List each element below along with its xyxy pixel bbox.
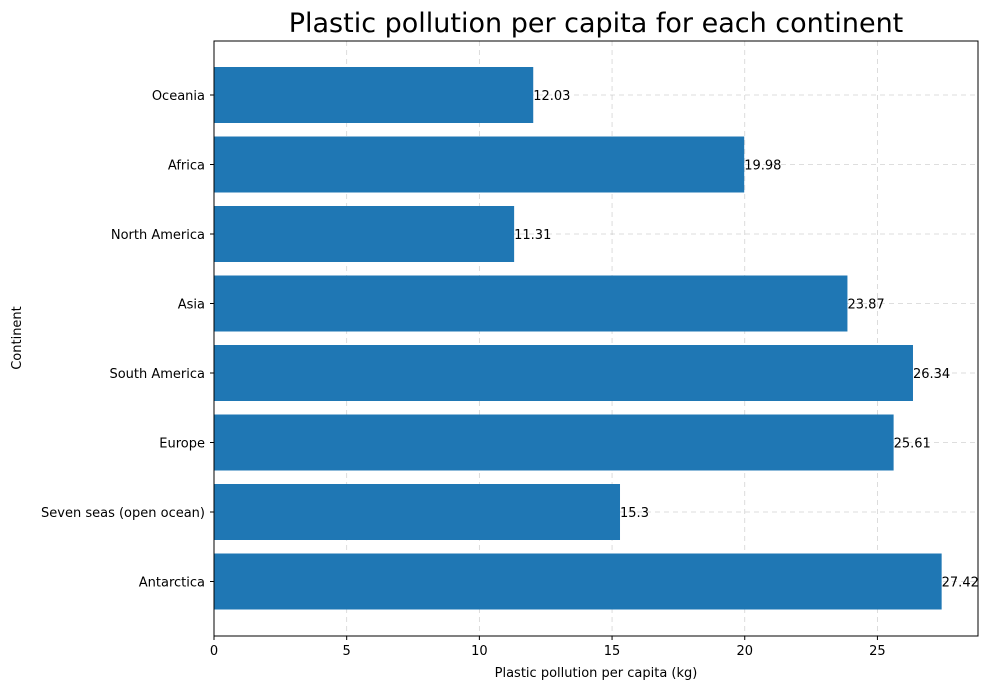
y-axis-label: Continent: [10, 306, 25, 370]
data-labels: 27.42 15.3 25.61 26.34 23.87 11.31 19.98 12.03: [514, 89, 979, 591]
data-label: 19.98: [744, 159, 781, 174]
data-label: 25.61: [894, 437, 931, 452]
bar-north-america: [214, 206, 515, 262]
x-tick-label: 0: [210, 644, 218, 659]
bar-africa: [214, 136, 745, 193]
y-axis-ticks: Antarctica Seven seas (open ocean) Europe S…: [41, 89, 214, 591]
y-tick-label: Oceania: [152, 89, 205, 104]
x-tick-label: 10: [471, 644, 488, 659]
y-tick-label: Asia: [178, 298, 205, 313]
y-tick-label: Antarctica: [139, 576, 205, 591]
bar-seven-seas-open-ocean: [214, 484, 621, 540]
bar-oceania: [214, 67, 534, 123]
data-label: 15.3: [620, 506, 649, 521]
bars: [214, 67, 942, 610]
y-tick-label: Seven seas (open ocean): [41, 506, 205, 521]
data-label: 27.42: [942, 576, 979, 591]
data-label: 11.31: [514, 228, 551, 243]
x-tick-label: 15: [604, 644, 621, 659]
x-tick-label: 20: [736, 644, 753, 659]
bar-antarctica: [214, 553, 942, 610]
chart-title: Plastic pollution per capita for each co…: [289, 8, 904, 39]
x-axis-ticks: 0 5 10 15 20 25: [210, 636, 886, 659]
x-tick-label: 25: [869, 644, 886, 659]
x-tick-label: 5: [343, 644, 351, 659]
data-label: 12.03: [533, 89, 570, 104]
data-label: 23.87: [847, 298, 884, 313]
bar-south-america: [214, 345, 913, 401]
x-axis-label: Plastic pollution per capita (kg): [495, 666, 698, 681]
bar-asia: [214, 275, 848, 332]
plot-frame: [213, 40, 979, 637]
y-tick-label: South America: [109, 367, 205, 382]
grid: [213, 41, 978, 636]
y-tick-label: Africa: [168, 159, 205, 174]
y-tick-label: Europe: [159, 437, 205, 452]
bar-europe: [214, 414, 894, 471]
data-label: 26.34: [913, 367, 950, 382]
y-tick-label: North America: [111, 228, 205, 243]
